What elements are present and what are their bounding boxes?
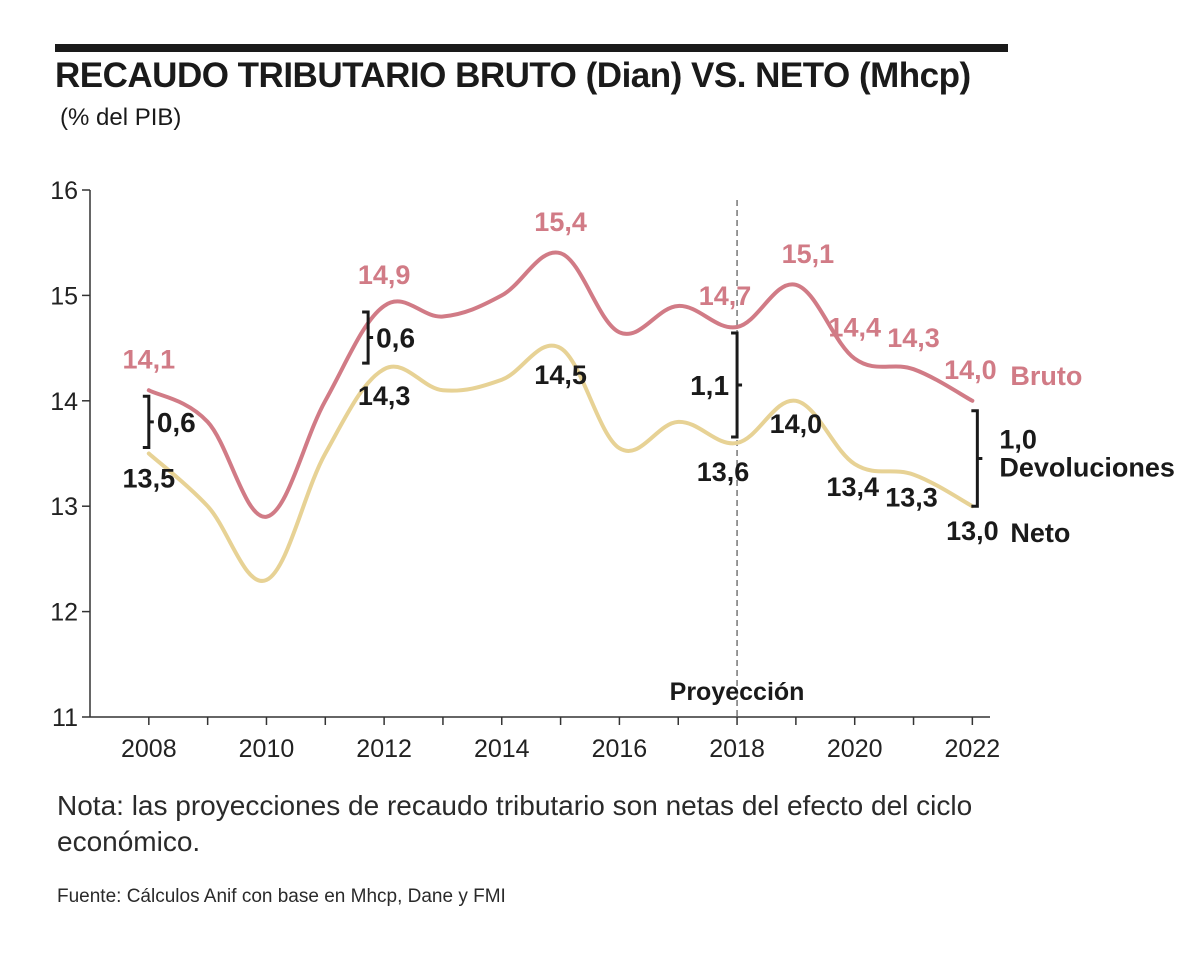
data-label-neto: 14,5 (534, 360, 587, 390)
x-tick-label: 2008 (121, 735, 177, 763)
y-tick-label: 11 (52, 704, 78, 732)
gap-label: 1,0 (999, 425, 1037, 455)
gap-label: 1,1 (690, 370, 729, 401)
chart-subtitle: (% del PIB) (60, 104, 182, 131)
x-tick-label: 2012 (356, 735, 412, 763)
data-label-bruto: 14,3 (887, 323, 940, 353)
data-label-bruto: 14,7 (699, 281, 752, 311)
x-tick-label: 2018 (709, 735, 765, 763)
x-tick-label: 2010 (239, 735, 295, 763)
x-tick-label: 2022 (945, 735, 1001, 763)
series-name-bruto: Bruto (1010, 361, 1082, 391)
data-label-neto: 14,0 (770, 409, 823, 439)
data-label-neto: 13,6 (697, 457, 750, 487)
data-label-bruto: 15,1 (782, 239, 835, 269)
series-name-neto: Neto (1010, 518, 1070, 548)
data-label-bruto: 15,4 (534, 207, 587, 237)
data-label-bruto: 14,4 (828, 313, 881, 343)
data-label-neto: 13,4 (826, 472, 879, 502)
chart-title: RECAUDO TRIBUTARIO BRUTO (Dian) VS. NETO… (55, 56, 971, 95)
y-tick-label: 16 (50, 177, 78, 205)
y-tick-label: 13 (50, 493, 78, 521)
gap-label: 0,6 (157, 407, 196, 438)
data-label-neto: 13,5 (123, 464, 176, 494)
x-tick-label: 2020 (827, 735, 883, 763)
gap-bracket (971, 409, 983, 508)
chart-note: Nota: las proyecciones de recaudo tribut… (57, 790, 973, 857)
gap-bracket (142, 394, 154, 449)
gap-sublabel: Devoluciones (999, 453, 1175, 483)
projection-label: Proyección (670, 678, 805, 706)
gap-label: 0,6 (376, 323, 415, 354)
y-tick-label: 14 (50, 388, 78, 416)
y-tick-label: 15 (50, 282, 78, 310)
chart-source: Fuente: Cálculos Anif con base en Mhcp, … (57, 886, 506, 907)
data-label-neto: 13,0 (946, 516, 999, 546)
y-tick-label: 12 (50, 599, 78, 627)
data-label-neto: 14,3 (358, 381, 411, 411)
x-tick-label: 2016 (592, 735, 648, 763)
data-label-bruto: 14,9 (358, 260, 411, 290)
series-line-neto (146, 343, 975, 583)
x-tick-label: 2014 (474, 735, 530, 763)
series-line-bruto (146, 250, 975, 519)
title-rule (55, 44, 1008, 52)
data-label-neto: 13,3 (885, 483, 938, 513)
gap-bracket (731, 331, 743, 439)
data-label-bruto: 14,1 (123, 344, 176, 374)
data-label-bruto: 14,0 (944, 355, 997, 385)
gap-bracket (362, 310, 374, 365)
